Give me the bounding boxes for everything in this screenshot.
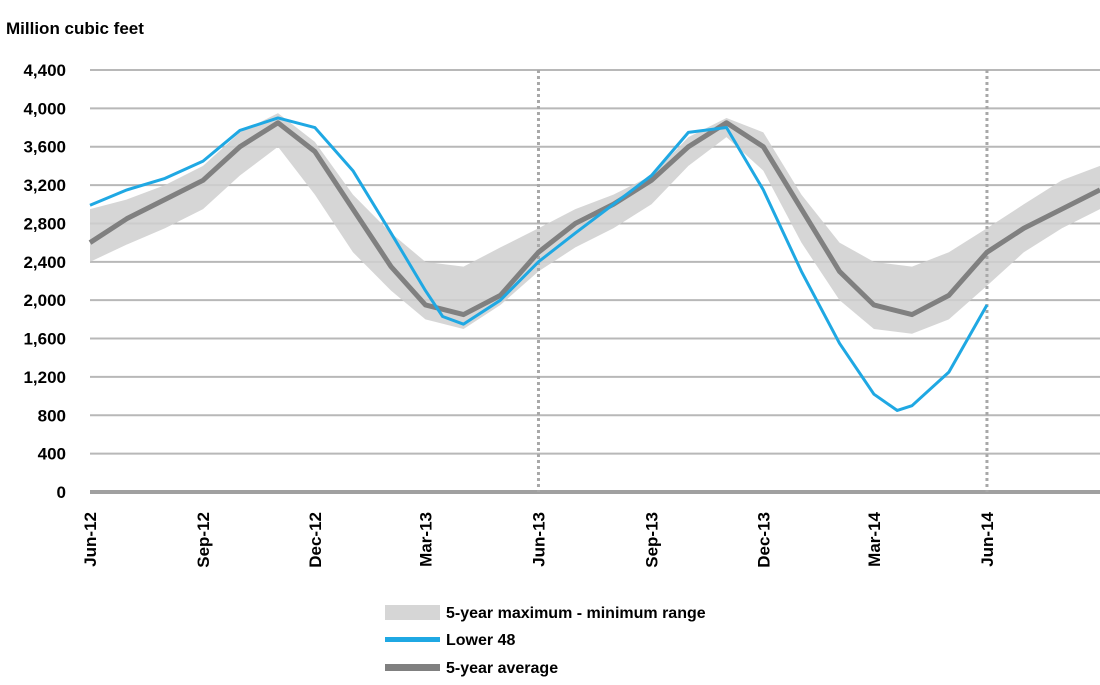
series-5-year-average — [88, 120, 1100, 318]
series-lower-48 — [89, 116, 989, 412]
legend: 5-year maximum - minimum range Lower 48 … — [385, 605, 706, 677]
x-tick-label: Dec-13 — [754, 512, 773, 568]
x-tick-label: Jun-14 — [978, 511, 997, 566]
y-tick-label: 400 — [38, 445, 66, 464]
y-tick-labels: 0 400 800 1,200 1,600 2,000 2,400 2,800 3,200 3,6… — [23, 61, 66, 502]
series-lines — [88, 116, 1100, 412]
legend-label-average: 5-year average — [446, 660, 558, 677]
gridlines — [90, 69, 1100, 494]
y-axis-label: Million cubic feet — [6, 19, 144, 38]
legend-swatch-average — [385, 664, 440, 671]
x-tick-label: Jun-13 — [529, 512, 548, 567]
x-tick-label: Dec-12 — [306, 512, 325, 568]
y-tick-label: 2,800 — [23, 214, 66, 233]
legend-swatch-band — [385, 605, 440, 620]
legend-label-band: 5-year maximum - minimum range — [446, 605, 706, 622]
x-tick-label: Mar-14 — [865, 511, 884, 566]
legend-label-lower48: Lower 48 — [446, 632, 515, 649]
x-tick-labels: Jun-12 Sep-12 Dec-12 Mar-13 Jun-13 Sep-13 Dec-… — [81, 511, 997, 567]
y-tick-label: 1,600 — [23, 330, 66, 349]
y-tick-label: 3,200 — [23, 176, 66, 195]
x-tick-label: Jun-12 — [81, 512, 100, 567]
x-tick-label: Sep-12 — [194, 512, 213, 568]
legend-swatch-lower48 — [385, 637, 440, 642]
y-tick-label: 800 — [38, 406, 66, 425]
y-tick-label: 4,000 — [23, 99, 66, 118]
y-tick-label: 0 — [57, 483, 66, 502]
y-tick-label: 4,400 — [23, 61, 66, 80]
y-tick-label: 2,000 — [23, 291, 66, 310]
x-tick-label: Sep-13 — [643, 512, 662, 568]
y-tick-label: 2,400 — [23, 253, 66, 272]
y-tick-label: 3,600 — [23, 138, 66, 157]
vertical-markers — [536, 70, 989, 492]
x-tick-label: Mar-13 — [416, 512, 435, 567]
y-tick-label: 1,200 — [23, 368, 66, 387]
